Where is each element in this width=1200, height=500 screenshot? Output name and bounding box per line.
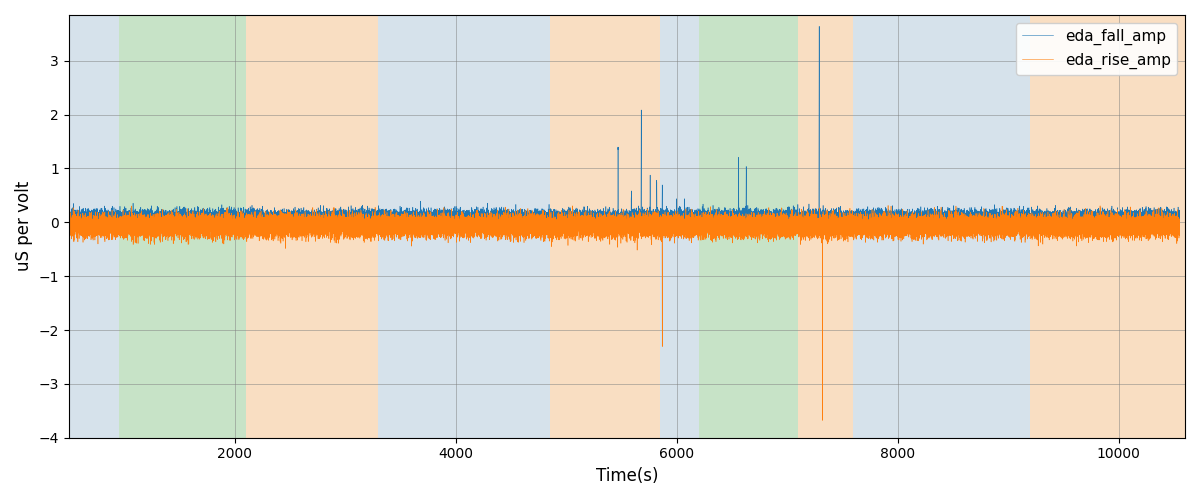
Bar [378,15,550,438]
eda_fall_amp [886,214,900,220]
eda_fall_amp [785,232,799,238]
eda_rise_amp [881,202,895,208]
Bar [68,15,119,438]
eda_rise_amp [886,221,900,227]
Bar [698,15,798,438]
eda_fall_amp [329,220,343,226]
Y-axis label: uS per volt: uS per volt [16,181,34,272]
eda_fall_amp [1172,210,1187,216]
eda_rise_amp [487,220,502,226]
eda_fall_amp [664,218,678,224]
Bar [798,15,853,438]
Bar [119,15,246,438]
Line: eda_fall_amp: eda_fall_amp [68,26,1180,235]
eda_rise_amp [664,227,678,233]
eda_rise_amp [61,222,76,228]
eda_fall_amp [812,24,827,30]
eda_fall_amp [487,214,502,220]
eda_rise_amp [137,222,151,228]
eda_fall_amp [731,210,745,216]
eda_fall_amp [61,213,76,219]
eda_fall_amp [137,216,151,222]
eda_rise_amp [1172,222,1187,228]
Line: eda_rise_amp: eda_rise_amp [68,206,1180,420]
Bar [246,15,378,438]
eda_rise_amp [815,418,829,424]
X-axis label: Time(s): Time(s) [595,467,658,485]
Bar [853,15,1031,438]
Bar [550,15,660,438]
Bar [660,15,698,438]
Legend: eda_fall_amp, eda_rise_amp: eda_fall_amp, eda_rise_amp [1016,22,1177,75]
Bar [1031,15,1196,438]
eda_rise_amp [329,216,343,222]
eda_rise_amp [731,224,745,230]
